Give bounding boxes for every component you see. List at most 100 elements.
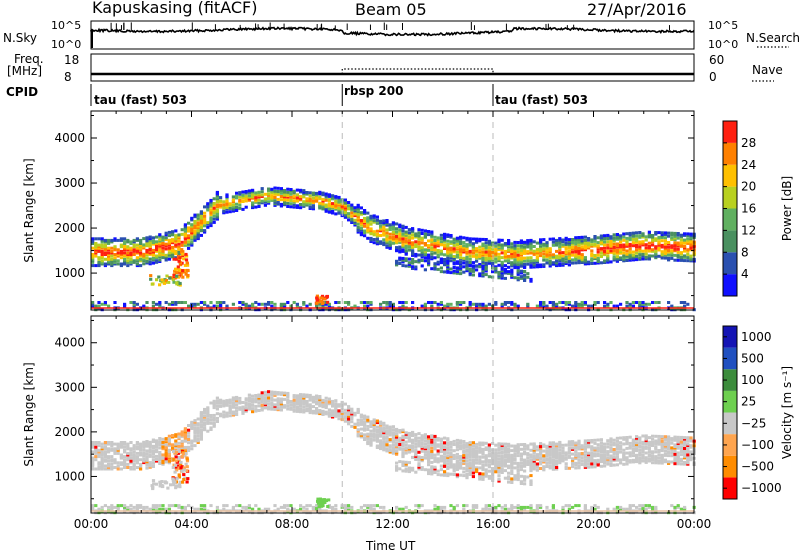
- velocity-cell: [343, 504, 347, 508]
- velocity-cell: [631, 451, 635, 454]
- power-cell: [225, 207, 229, 211]
- velocity-cell: [465, 448, 469, 452]
- power-cell: [436, 260, 440, 264]
- power-cell: [673, 238, 677, 242]
- power-cell: [583, 302, 587, 306]
- velocity-cell: [471, 466, 475, 470]
- velocity-cell: [228, 404, 232, 408]
- velocity-cell: [555, 444, 559, 448]
- velocity-cell: [436, 505, 440, 509]
- power-cell: [407, 240, 411, 244]
- power-cell: [657, 301, 661, 304]
- velocity-cell: [395, 468, 399, 472]
- power-cell: [622, 257, 626, 261]
- power-cell: [356, 214, 360, 218]
- velocity-cell: [545, 461, 549, 465]
- power-cell: [110, 251, 114, 255]
- power-cell: [625, 240, 629, 244]
- velocity-cell: [398, 438, 402, 442]
- power-cell: [222, 301, 226, 304]
- power-cell: [641, 240, 645, 244]
- power-cell: [625, 232, 629, 236]
- power-cell: [670, 233, 674, 237]
- power-cell: [187, 242, 191, 246]
- power-cell: [423, 249, 427, 253]
- power-cell: [523, 275, 527, 279]
- velocity-cell: [452, 449, 456, 453]
- power-cell: [452, 256, 456, 260]
- velocity-cell: [494, 448, 498, 452]
- velocity-cell: [475, 505, 479, 509]
- power-cell: [164, 301, 168, 304]
- power-cell: [241, 195, 245, 199]
- power-cell: [331, 195, 335, 199]
- power-cell: [151, 253, 155, 257]
- velocity-cell: [289, 400, 293, 403]
- velocity-cell: [382, 429, 386, 433]
- velocity-cell: [462, 457, 466, 461]
- velocity-cell: [500, 450, 504, 454]
- power-cell: [391, 235, 395, 239]
- velocity-cell: [299, 393, 303, 397]
- velocity-cell: [507, 475, 511, 479]
- velocity-cell: [135, 466, 139, 469]
- power-cell: [174, 267, 178, 271]
- velocity-cell: [193, 431, 197, 435]
- velocity-cell: [481, 507, 485, 511]
- velocity-cell: [129, 456, 133, 460]
- y-tick-label: 1000: [54, 266, 85, 280]
- velocity-cell: [148, 448, 152, 452]
- power-cell: [619, 235, 623, 239]
- velocity-cell: [439, 505, 443, 509]
- power-cell: [139, 254, 143, 258]
- velocity-cell: [631, 443, 635, 447]
- velocity-cell: [235, 409, 239, 413]
- velocity-cell: [529, 483, 533, 486]
- velocity-cell: [497, 477, 501, 481]
- power-cell: [388, 237, 392, 241]
- velocity-cell: [609, 459, 613, 463]
- power-cell: [171, 241, 175, 245]
- velocity-cell: [475, 466, 479, 470]
- power-cell: [478, 245, 482, 249]
- power-cell: [353, 218, 357, 222]
- power-cell: [215, 214, 219, 218]
- velocity-cell: [500, 461, 504, 465]
- velocity-cell: [628, 504, 632, 508]
- power-cell: [593, 261, 597, 265]
- velocity-cell: [167, 451, 171, 455]
- velocity-cell: [311, 405, 315, 409]
- velocity-cell: [583, 461, 587, 465]
- power-cell: [407, 263, 411, 266]
- power-cell: [462, 241, 466, 244]
- power-cell: [135, 264, 139, 268]
- velocity-cell: [283, 391, 287, 395]
- velocity-cell: [510, 453, 514, 457]
- velocity-cell: [420, 466, 424, 470]
- power-cell: [507, 265, 511, 269]
- power-cell: [151, 261, 155, 265]
- power-cell: [497, 272, 501, 276]
- power-cell: [542, 242, 546, 246]
- power-cell: [580, 304, 584, 308]
- velocity-cell: [471, 450, 475, 454]
- power-cell: [196, 223, 200, 226]
- velocity-cell: [135, 445, 139, 449]
- power-cell: [430, 267, 434, 271]
- power-cell: [654, 245, 658, 249]
- power-cell: [596, 256, 600, 260]
- power-cell: [686, 252, 690, 256]
- power-cell: [123, 245, 127, 249]
- velocity-cell: [532, 450, 536, 454]
- velocity-cell: [500, 447, 504, 451]
- power-cell: [446, 252, 450, 256]
- power-cell: [513, 253, 517, 257]
- velocity-cell: [353, 422, 357, 426]
- power-cell: [158, 233, 162, 237]
- power-cell: [689, 237, 693, 241]
- velocity-cell: [151, 449, 155, 453]
- velocity-cell: [187, 445, 191, 449]
- velocity-cell: [148, 450, 152, 454]
- velocity-cell: [369, 439, 373, 443]
- velocity-cell: [359, 413, 363, 417]
